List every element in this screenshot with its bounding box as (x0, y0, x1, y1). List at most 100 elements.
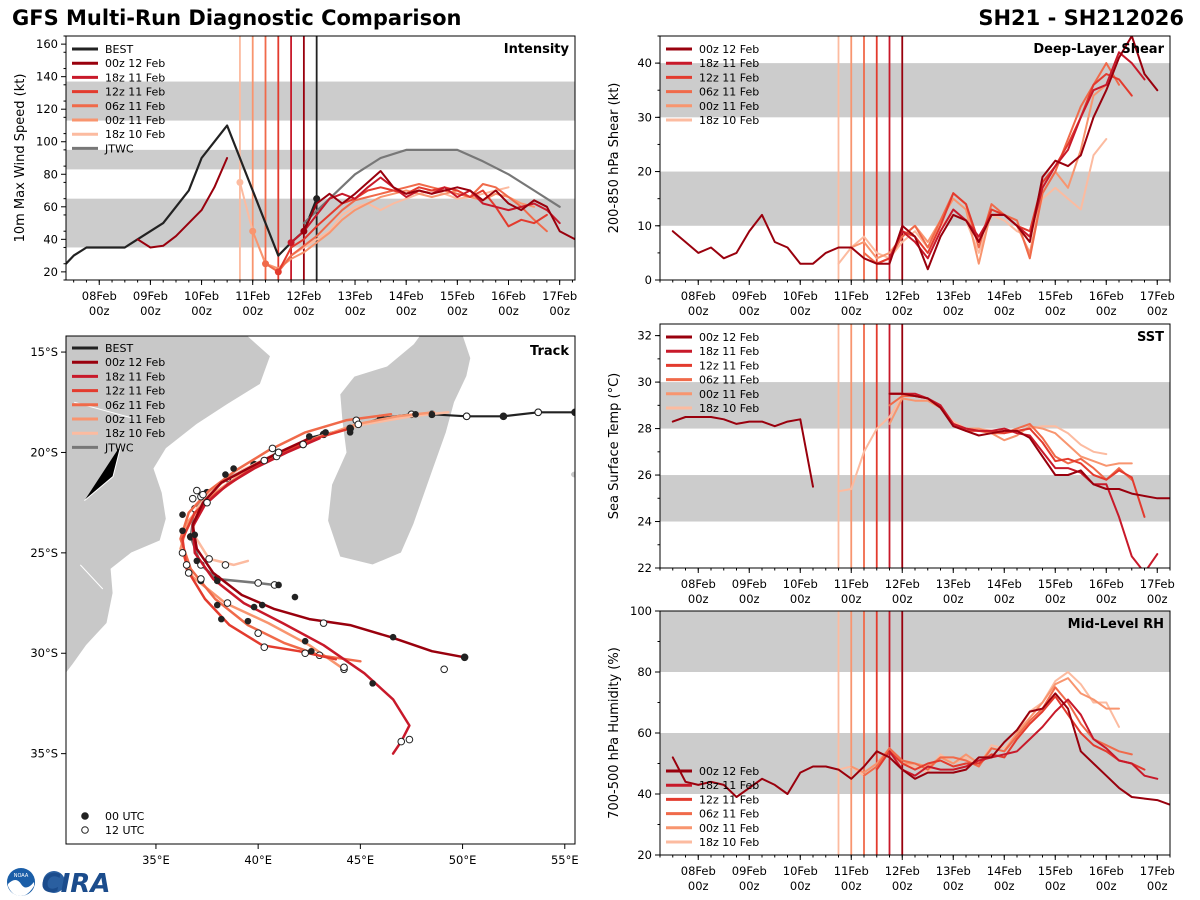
shaded-band (660, 475, 1170, 522)
panel-shear: 01020304008Feb00z09Feb00z10Feb00z11Feb00… (607, 35, 1175, 318)
legend-label: 06z 11 Feb (699, 374, 759, 387)
y-tick-label: 20 (637, 848, 652, 862)
cira-logo: NOAA CIRA (7, 868, 110, 898)
x-tick-label-hour: 00z (790, 592, 811, 606)
track-marker-00utc (230, 465, 237, 472)
marker-legend-label: 12 UTC (105, 824, 145, 837)
y-tick-label: 22 (637, 561, 652, 575)
legend-label: 00z 11 Feb (699, 822, 759, 835)
panel-title: Track (530, 344, 569, 359)
panel-title: Deep-Layer Shear (1033, 42, 1164, 57)
track-marker-00utc (291, 593, 299, 601)
x-tick-label: 08Feb (681, 289, 716, 303)
track-marker-00utc (308, 647, 315, 655)
x-tick-label: 13Feb (936, 289, 971, 303)
legend-label: 18z 10 Feb (699, 402, 759, 415)
legend-label: 18z 10 Feb (105, 427, 165, 440)
track-marker-00utc (191, 531, 199, 539)
legend-label: 18z 10 Feb (699, 836, 759, 849)
track-marker-12utc (462, 412, 471, 421)
legend-label: 18z 11 Feb (699, 779, 759, 792)
y-axis-label: 10m Max Wind Speed (kt) (13, 74, 28, 243)
x-tick-label-hour: 00z (498, 304, 519, 318)
x-tick-label: 11Feb (834, 289, 869, 303)
plot-area (660, 324, 1170, 568)
x-tick-label-hour: 00z (943, 304, 964, 318)
x-tick-label: 16Feb (1089, 577, 1124, 591)
y-tick-label: 10 (637, 219, 652, 233)
track-marker-12utc (254, 579, 262, 587)
x-tick-label: 17Feb (1140, 577, 1175, 591)
x-tick-label: 14Feb (987, 289, 1022, 303)
legend-label: 00z 12 Feb (699, 331, 759, 344)
x-tick-label: 15Feb (1038, 864, 1073, 878)
track-marker-12utc (203, 498, 211, 507)
panel-sst: 22242628303208Feb00z09Feb00z10Feb00z11Fe… (607, 323, 1175, 606)
y-axis-label: 200-850 hPa Shear (kt) (607, 83, 622, 234)
y-tick-label: 140 (36, 70, 58, 84)
series-line-3 (875, 695, 1146, 771)
y-tick-label: 30 (637, 375, 652, 389)
x-tick-label-hour: 00z (1096, 879, 1117, 893)
plot-area (66, 36, 575, 280)
x-tick-label: 11Feb (834, 864, 869, 878)
y-tick-label: 0 (645, 273, 652, 287)
legend-label: 00z 11 Feb (105, 413, 165, 426)
legend-label: 00z 12 Feb (699, 43, 759, 56)
x-tick-label: 12Feb (286, 289, 321, 303)
legend-label: 12z 11 Feb (699, 71, 759, 84)
x-tick-label: 09Feb (732, 577, 767, 591)
track-marker-00utc (244, 617, 252, 625)
legend-label: 18z 11 Feb (699, 345, 759, 358)
track-line-7 (191, 437, 466, 659)
marker-legend-00utc (81, 812, 89, 820)
x-tick-label-hour: 00z (396, 304, 417, 318)
x-tick-label: 17Feb (1140, 289, 1175, 303)
x-tick-label-hour: 00z (790, 879, 811, 893)
legend-label: 12z 11 Feb (105, 86, 165, 99)
series-line-5 (277, 186, 548, 273)
series-line-5 (671, 36, 1159, 271)
track-marker-12utc (254, 629, 262, 637)
track-line-4 (179, 413, 393, 663)
y-tick-label: 80 (43, 167, 58, 181)
lat-tick-label: 25°S (30, 546, 58, 560)
y-tick-label: 80 (637, 665, 652, 679)
track-marker-12utc (340, 663, 348, 672)
legend-label: BEST (105, 43, 133, 56)
series-marker (262, 260, 270, 268)
y-tick-label: 40 (43, 232, 58, 246)
x-tick-label-hour: 00z (739, 592, 760, 606)
x-tick-label: 10Feb (783, 864, 818, 878)
shaded-band (660, 611, 1170, 672)
legend-label: 00z 12 Feb (699, 765, 759, 778)
lon-tick-label: 55°E (551, 853, 579, 867)
lon-tick-label: 45°E (347, 853, 375, 867)
x-tick-label-hour: 00z (140, 304, 161, 318)
track-marker-12utc (405, 735, 414, 744)
track-marker-12utc (299, 440, 307, 449)
legend-label: 00z 11 Feb (699, 100, 759, 113)
x-tick-label: 13Feb (936, 864, 971, 878)
y-tick-label: 100 (36, 135, 58, 149)
x-tick-label-hour: 00z (994, 879, 1015, 893)
track-marker-12utc (221, 561, 230, 569)
track-marker-00utc (222, 471, 229, 478)
series-marker (300, 227, 308, 235)
track-marker-00utc (218, 615, 225, 623)
lon-tick-label: 40°E (244, 853, 272, 867)
track-marker-12utc (193, 486, 201, 495)
panel-title: Intensity (504, 42, 570, 57)
track-marker-00utc (213, 601, 221, 609)
x-tick-label: 17Feb (542, 289, 577, 303)
track-marker-12utc (197, 575, 205, 583)
x-tick-label: 10Feb (783, 289, 818, 303)
track-marker-12utc (268, 444, 277, 453)
track-marker-12utc (319, 619, 328, 627)
x-tick-label-hour: 00z (688, 879, 709, 893)
y-tick-label: 28 (637, 422, 652, 436)
track-line-6 (191, 437, 411, 755)
track-marker-00utc (346, 429, 354, 436)
